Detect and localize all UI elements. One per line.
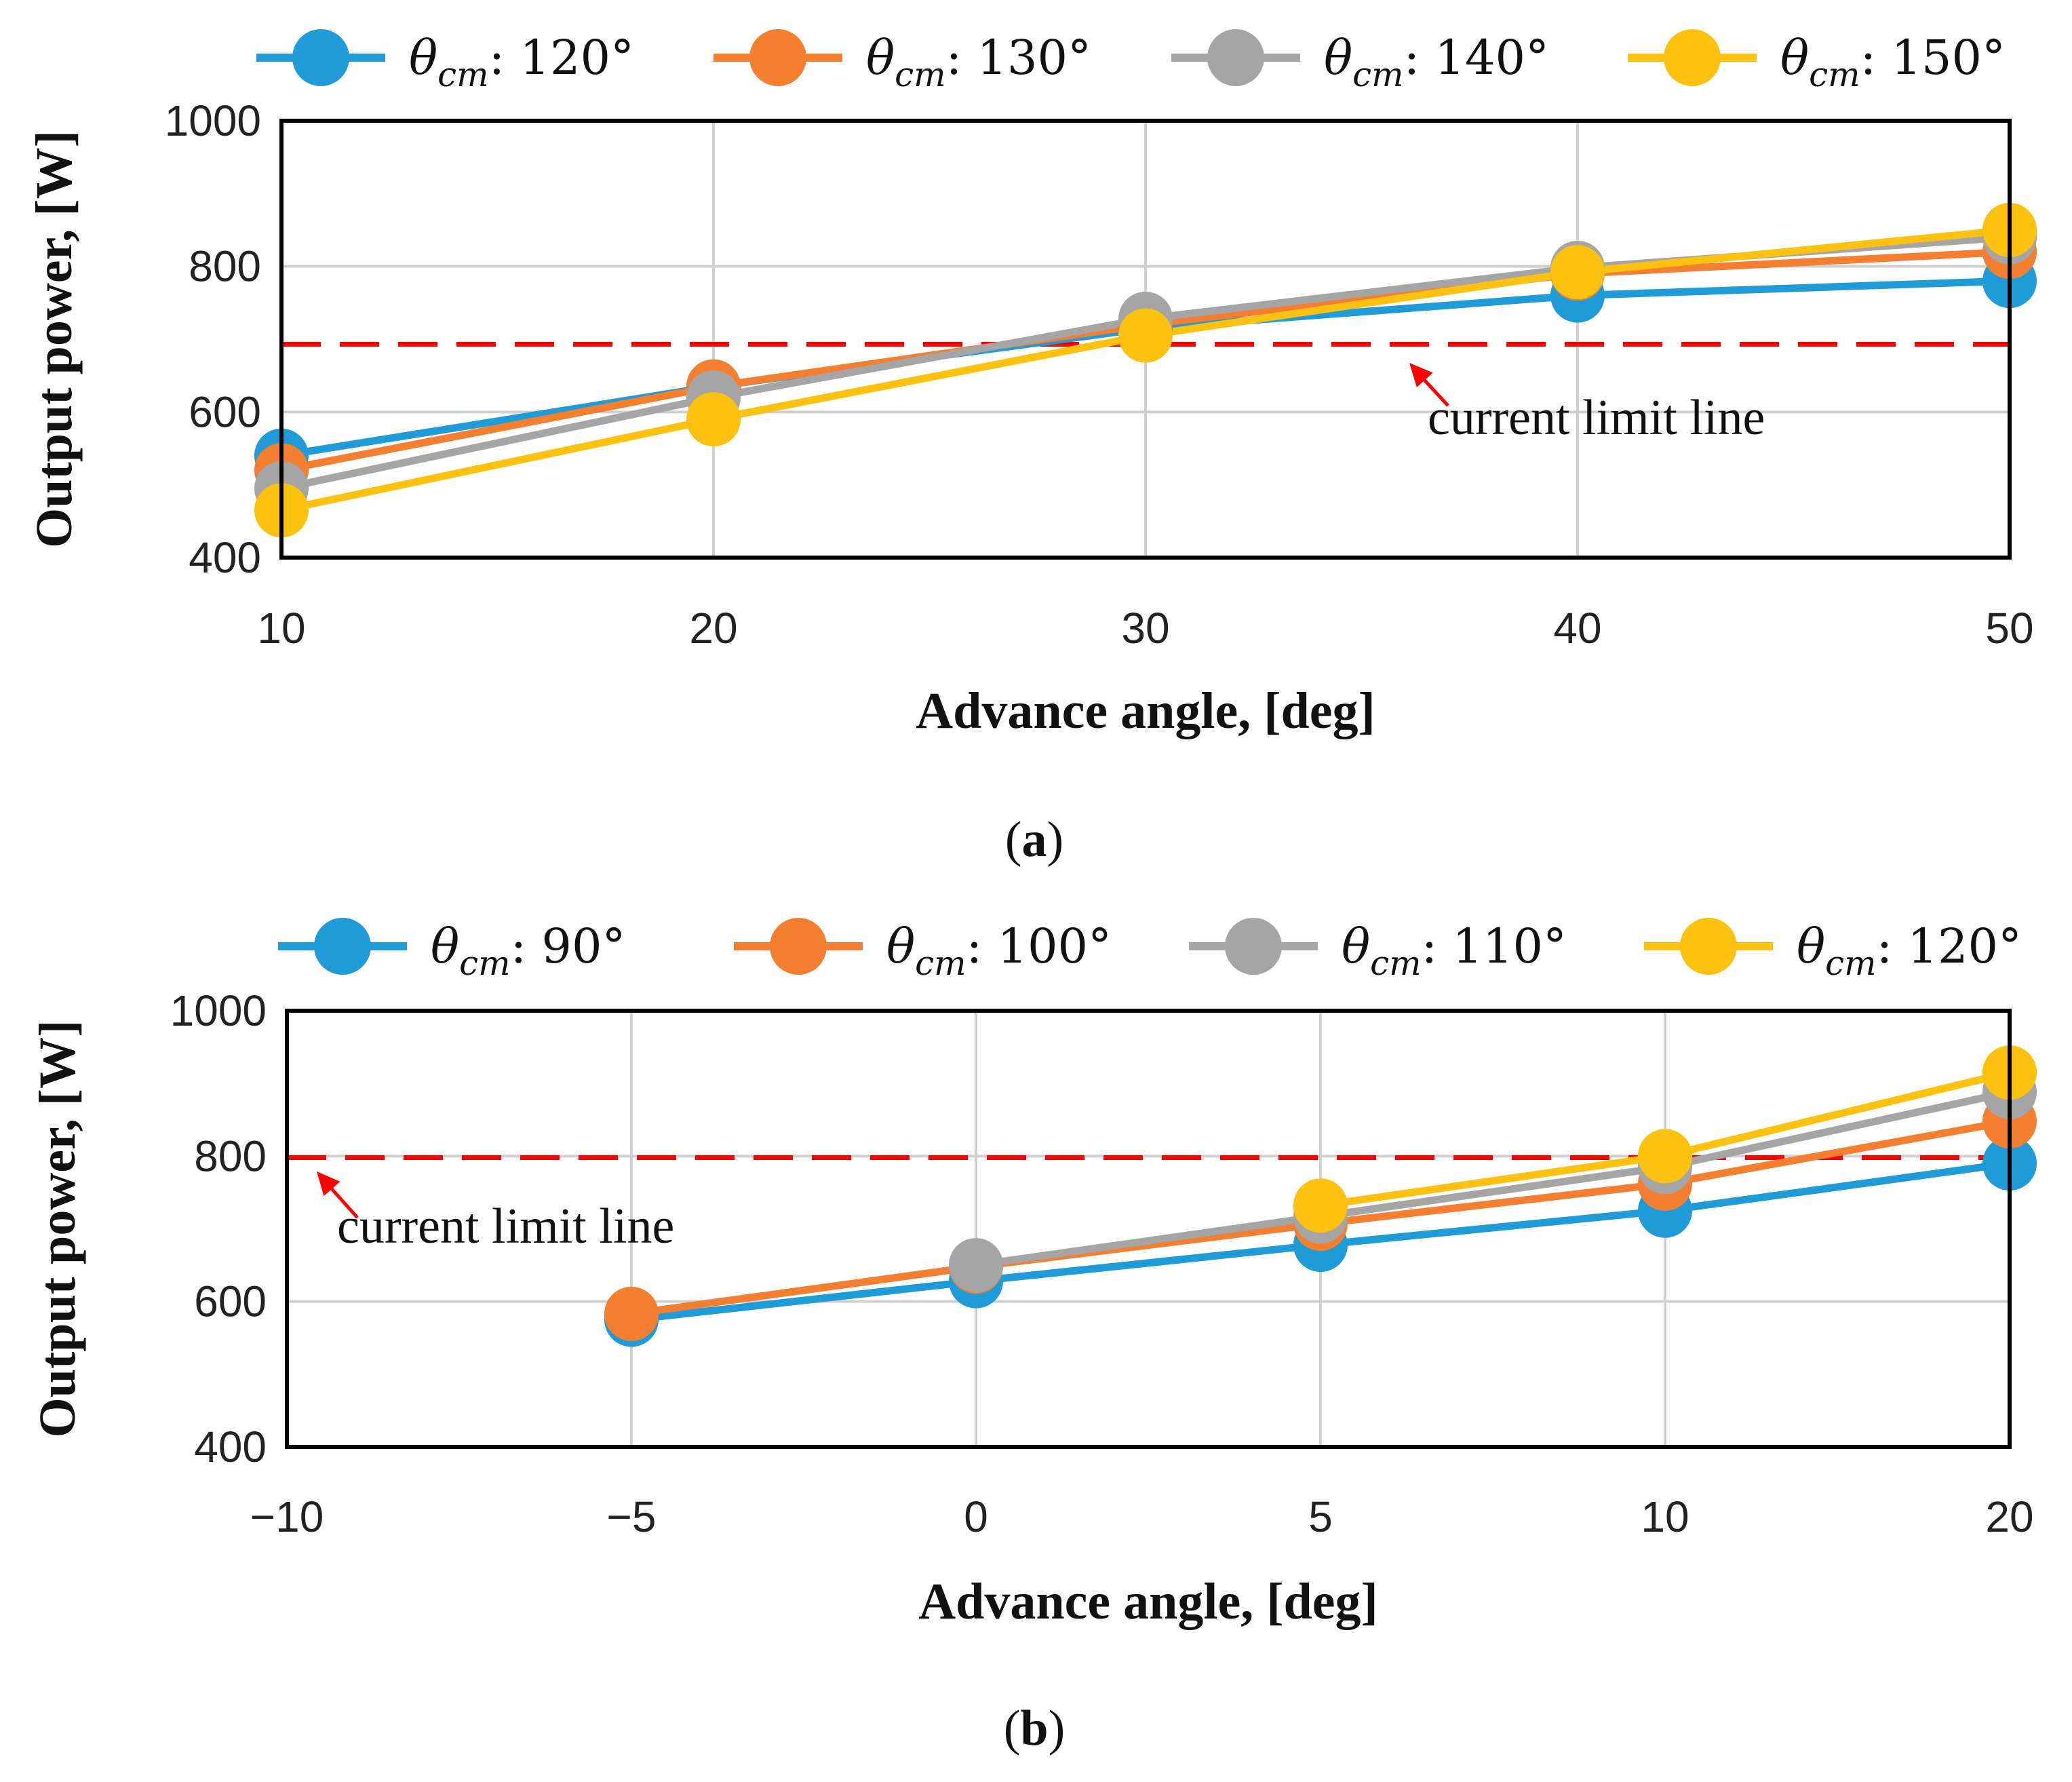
legend-theta: θ [1342,918,1370,974]
caption-open: ( [1004,1701,1021,1756]
legend-marker [1207,29,1264,86]
legend-value: : 120° [489,30,634,85]
panel-caption: (a) [1005,812,1063,868]
data-point [1638,1129,1692,1184]
legend-value: : 110° [1422,918,1567,974]
legend-marker [1664,29,1721,86]
legend-theta: θ [1780,30,1809,85]
legend-subscript: cm [1370,944,1421,983]
plot-frame [285,1009,2012,1449]
series-line-2 [975,1088,2011,1269]
legend-entry-2: θcm: 110° [1189,918,1567,983]
legend-value: : 150° [1860,30,2006,85]
legend-subscript: cm [459,944,510,983]
legend-theta: θ [409,30,437,85]
legend-value: : 90° [511,918,626,974]
legend-label: θcm: 150° [1780,30,2006,94]
legend-value: : 100° [966,918,1112,974]
panel-caption: (b) [1004,1701,1065,1756]
plot-frame [279,119,2012,560]
legend-marker [1680,918,1737,975]
legend-marker [292,29,349,86]
annotation-arrowhead [317,1171,340,1197]
legend-marker [770,918,827,975]
y-axis-title: Output power, [W] [26,130,83,548]
x-tick-label: 30 [1121,604,1169,653]
legend-label: θcm: 110° [1342,918,1567,983]
x-tick-label: −5 [607,1492,657,1541]
legend-subscript: cm [437,55,488,94]
legend-label: θcm: 100° [886,918,1112,983]
legend-entry-1: θcm: 100° [734,918,1112,983]
data-point [686,392,741,447]
x-tick-label: 0 [964,1492,988,1541]
x-tick-label: 10 [1641,1492,1689,1541]
legend-subscript: cm [1809,55,1860,94]
legend-subscript: cm [1825,944,1876,983]
legend-value: : 120° [1877,918,2022,974]
caption-close: ) [1047,812,1064,868]
x-axis-title: Advance angle, [deg] [916,682,1375,739]
y-axis-title: Output power, [W] [29,1020,86,1438]
legend-entry-0: θcm: 90° [278,918,626,983]
legend-entry-2: θcm: 140° [1171,29,1549,94]
legend-theta: θ [1324,30,1352,85]
x-tick-label: 40 [1553,604,1601,653]
legend-label: θcm: 130° [866,30,1091,94]
caption-close: ) [1049,1701,1066,1756]
x-tick-label: 50 [1985,604,2033,653]
legend-value: : 140° [1404,30,1549,85]
caption-letter: b [1020,1701,1048,1756]
legend-marker [749,29,806,86]
x-axis-title: Advance angle, [deg] [918,1573,1378,1630]
legend-label: θcm: 120° [1797,918,2022,983]
legend-label: θcm: 140° [1324,30,1549,94]
legend-marker [314,918,371,975]
y-tick-label: 1000 [165,96,261,145]
caption-open: ( [1005,812,1022,868]
data-point [1550,245,1605,300]
legend-theta: θ [431,918,459,974]
annotation-label: current limit line [1428,390,1765,446]
legend-theta: θ [866,30,895,85]
annotation-label: current limit line [337,1199,674,1254]
y-tick-label: 400 [194,1422,267,1471]
x-tick-label: 5 [1308,1492,1333,1541]
y-tick-label: 1000 [170,986,267,1035]
x-tick-label: 20 [689,604,737,653]
chart-panel-a: 400 600 800 1000 10 20 30 40 50 Advance angle, [d… [26,29,2037,868]
legend-subscript: cm [915,944,966,983]
legend-entry-3: θcm: 150° [1628,29,2006,94]
x-tick-label: 20 [1985,1492,2033,1541]
legend-theta: θ [886,918,915,974]
chart-panel-b: 400 600 800 1000 −10 −5 0 5 10 20 Advance angle, [… [29,918,2037,1756]
y-tick-label: 400 [189,533,261,582]
legend-entry-0: θcm: 120° [256,29,634,94]
legend-theta: θ [1797,918,1825,974]
annotation-arrowhead [1409,363,1433,387]
y-tick-label: 600 [194,1277,267,1326]
x-tick-label: −10 [250,1492,324,1541]
data-point [1118,308,1173,363]
legend-label: θcm: 120° [409,30,634,94]
y-tick-label: 600 [189,387,261,436]
y-tick-label: 800 [194,1131,267,1180]
legend-value: : 130° [946,30,1091,85]
caption-letter: a [1022,812,1047,868]
y-tick-label: 800 [189,242,261,291]
legend-subscript: cm [1352,55,1403,94]
data-point [949,1238,1003,1293]
legend-entry-3: θcm: 120° [1644,918,2022,983]
legend-subscript: cm [895,55,945,94]
legend-label: θcm: 90° [431,918,626,983]
x-tick-label: 10 [257,604,305,653]
legend-entry-1: θcm: 130° [714,29,1091,94]
legend-marker [1225,918,1282,975]
data-point [604,1286,659,1341]
data-point [1293,1178,1348,1233]
